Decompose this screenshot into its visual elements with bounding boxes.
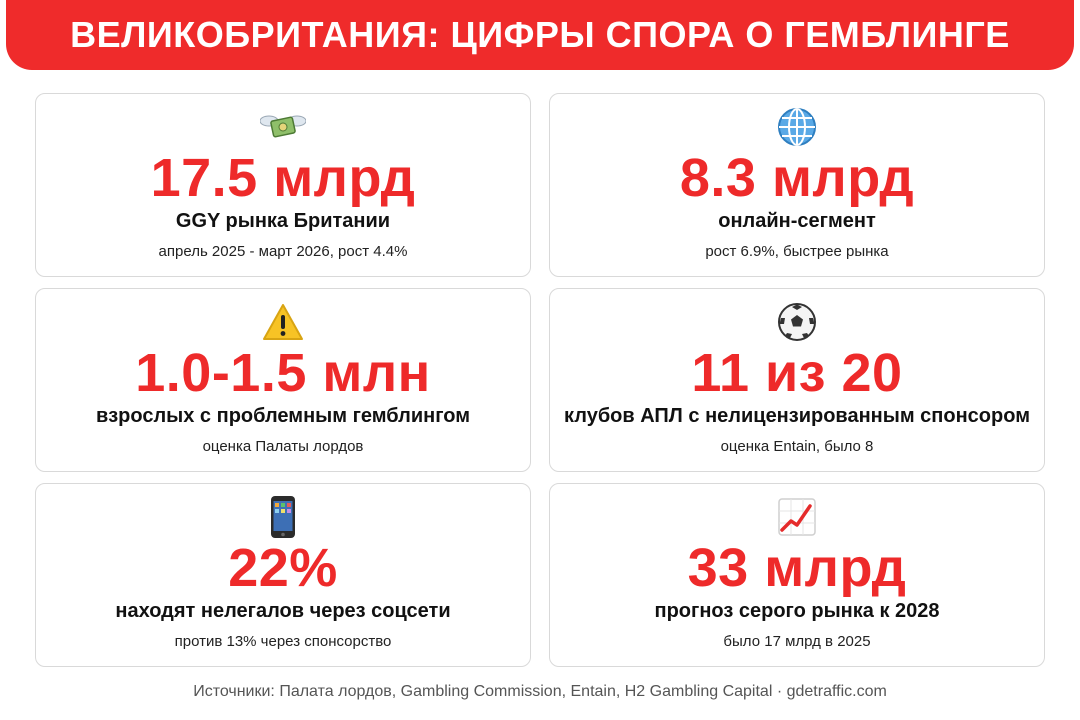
stat-card-ggy: 17.5 млрд GGY рынка Британии апрель 2025… (35, 93, 531, 277)
stat-card-online: 8.3 млрд онлайн-сегмент рост 6.9%, быстр… (549, 93, 1045, 277)
stat-value: 11 из 20 (691, 343, 903, 403)
stat-value: 1.0-1.5 млн (135, 343, 431, 403)
stat-note: было 17 млрд в 2025 (723, 633, 871, 650)
stat-value: 17.5 млрд (150, 148, 416, 208)
stat-label: взрослых с проблемным гемблингом (95, 405, 471, 427)
stat-card-problem-gambling: 1.0-1.5 млн взрослых с проблемным гембли… (35, 288, 531, 472)
stat-note: оценка Палаты лордов (202, 438, 364, 455)
page-title: ВЕЛИКОБРИТАНИЯ: ЦИФРЫ СПОРА О ГЕМБЛИНГЕ (70, 14, 1010, 55)
stat-label: прогноз серого рынка к 2028 (654, 600, 940, 622)
stat-note: апрель 2025 - март 2026, рост 4.4% (158, 243, 408, 260)
stat-note: оценка Entain, было 8 (720, 438, 874, 455)
stat-label: находят нелегалов через соцсети (115, 600, 451, 622)
title-banner: ВЕЛИКОБРИТАНИЯ: ЦИФРЫ СПОРА О ГЕМБЛИНГЕ (6, 0, 1074, 70)
mobile-phone-icon (260, 494, 306, 540)
stat-card-epl-clubs: 11 из 20 клубов АПЛ с нелицензированным … (549, 288, 1045, 472)
chart-increasing-icon (774, 494, 820, 540)
globe-icon (774, 104, 820, 150)
stat-label: GGY рынка Британии (175, 210, 391, 232)
stat-value: 8.3 млрд (679, 148, 915, 208)
stat-value: 22% (228, 538, 338, 598)
money-with-wings-icon (260, 104, 306, 150)
warning-icon (260, 299, 306, 345)
stat-card-social-media: 22% находят нелегалов через соцсети прот… (35, 483, 531, 667)
stat-card-grey-market: 33 млрд прогноз серого рынка к 2028 было… (549, 483, 1045, 667)
soccer-ball-icon (774, 299, 820, 345)
stat-value: 33 млрд (687, 538, 907, 598)
sources-footer: Источники: Палата лордов, Gambling Commi… (193, 683, 887, 700)
stat-note: рост 6.9%, быстрее рынка (705, 243, 889, 260)
stat-label: онлайн-сегмент (718, 210, 876, 232)
stat-note: против 13% через спонсорство (174, 633, 392, 650)
stat-label: клубов АПЛ с нелицензированным спонсором (564, 405, 1030, 427)
stats-grid: 17.5 млрд GGY рынка Британии апрель 2025… (35, 93, 1045, 667)
